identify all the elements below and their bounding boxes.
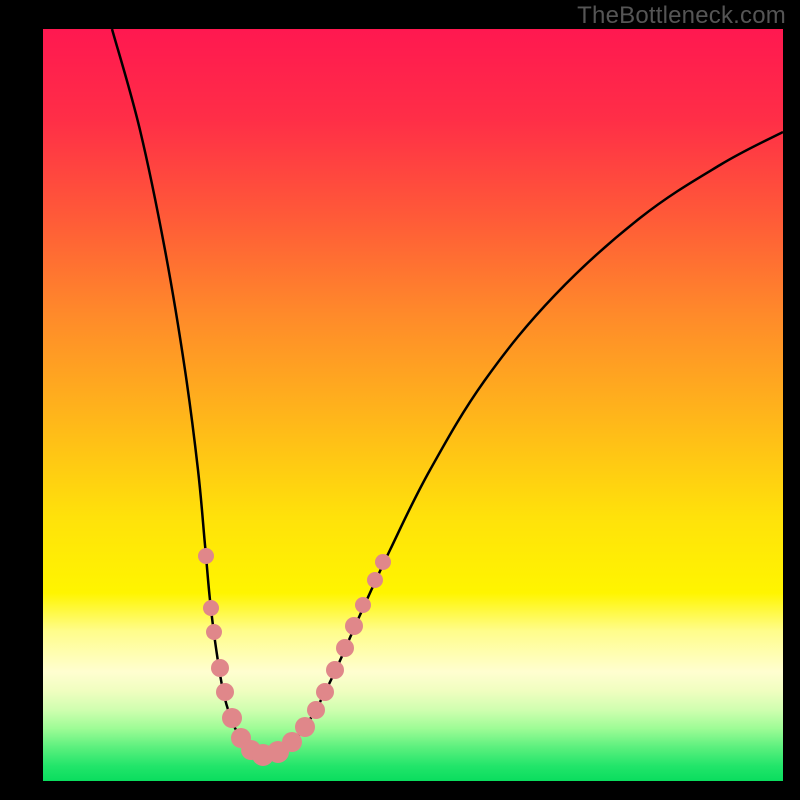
plot-background xyxy=(43,29,783,781)
marker-dot xyxy=(203,600,219,616)
marker-dot xyxy=(206,624,222,640)
marker-dot xyxy=(211,659,229,677)
marker-dot xyxy=(295,717,315,737)
marker-dot xyxy=(375,554,391,570)
marker-dot xyxy=(198,548,214,564)
marker-dot xyxy=(367,572,383,588)
watermark-text: TheBottleneck.com xyxy=(577,2,786,30)
chart-svg xyxy=(0,0,800,800)
marker-dot xyxy=(222,708,242,728)
chart-stage: TheBottleneck.com xyxy=(0,0,800,800)
marker-dot xyxy=(326,661,344,679)
marker-dot xyxy=(355,597,371,613)
marker-dot xyxy=(336,639,354,657)
marker-dot xyxy=(216,683,234,701)
marker-dot xyxy=(345,617,363,635)
marker-dot xyxy=(316,683,334,701)
marker-dot xyxy=(307,701,325,719)
